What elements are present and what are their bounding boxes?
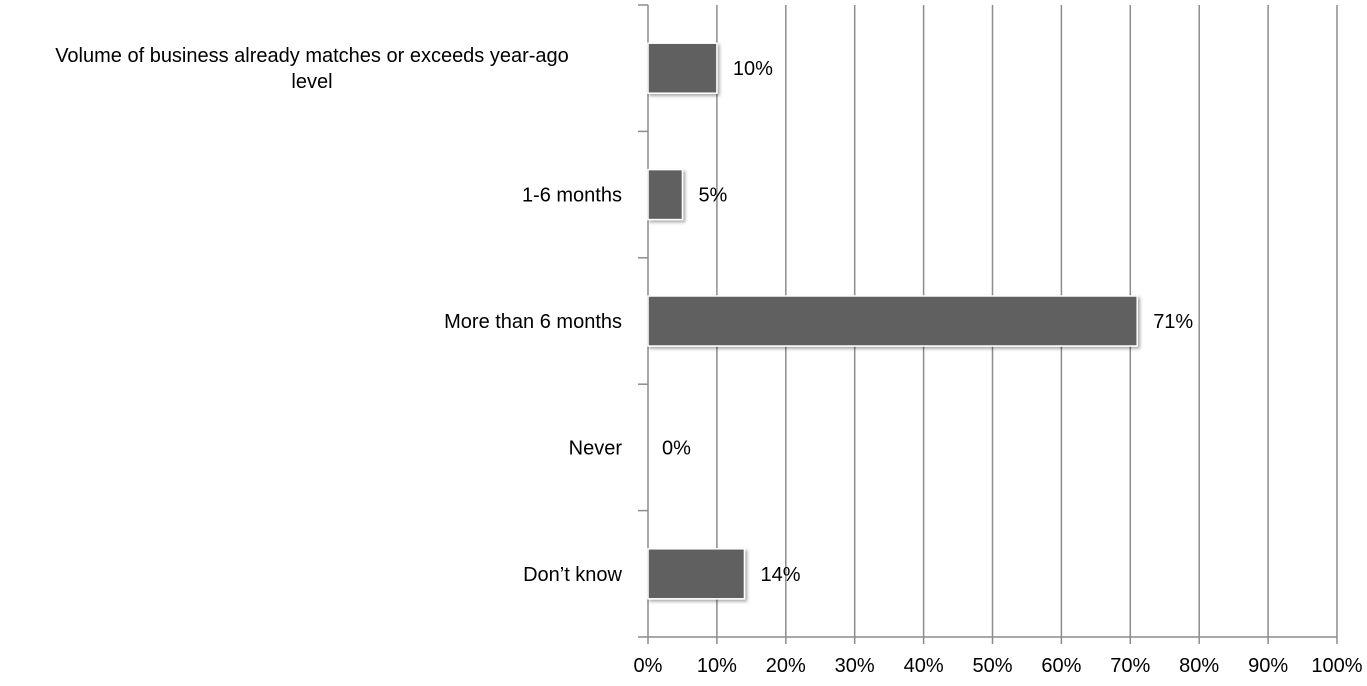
x-tick-label: 20% [766, 655, 806, 677]
data-label: 0% [662, 437, 691, 459]
x-tick-label: 10% [697, 655, 737, 677]
category-label: 1-6 months [522, 185, 622, 207]
x-tick-label: 90% [1248, 655, 1288, 677]
category-label: Volume of business already matches or ex… [55, 45, 569, 93]
category-label-line: level [291, 71, 332, 93]
bars [647, 42, 1138, 600]
bar [647, 548, 746, 600]
data-label: 10% [733, 58, 773, 80]
x-tick-label: 40% [904, 655, 944, 677]
x-tick-label: 0% [634, 655, 663, 677]
data-label: 5% [698, 185, 727, 207]
x-tick-label: 30% [835, 655, 875, 677]
category-label: Don’t know [523, 564, 622, 586]
labels: 0% 10% 20% 30% 40% 50% 60% 70% 80% 90% 100% 10% Volu… [55, 45, 1363, 677]
x-tick-label: 50% [972, 655, 1012, 677]
data-label: 71% [1153, 311, 1193, 333]
bar [647, 168, 684, 221]
bar [647, 42, 718, 94]
category-label: Never [569, 437, 623, 459]
x-tick-label: 70% [1110, 655, 1150, 677]
x-tick-label: 80% [1179, 655, 1219, 677]
category-label: More than 6 months [444, 311, 622, 333]
data-label: 14% [760, 564, 800, 586]
category-label-line: Volume of business already matches or ex… [55, 45, 569, 67]
bar [647, 295, 1138, 347]
x-tick-label: 100% [1311, 655, 1362, 677]
x-tick-label: 60% [1041, 655, 1081, 677]
